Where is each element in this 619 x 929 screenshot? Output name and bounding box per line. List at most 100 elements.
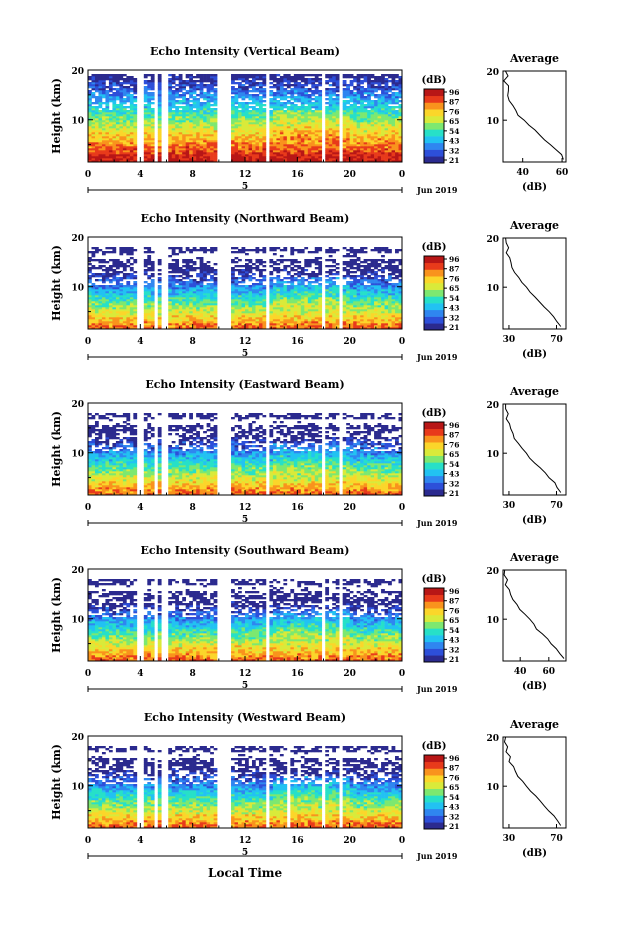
colorbar-swatch xyxy=(424,469,444,477)
profile-x-label: (dB) xyxy=(522,848,547,859)
colorbar-swatch xyxy=(424,621,444,629)
local-time-label: Local Time xyxy=(208,866,283,880)
profile-x-tick-label: 40 xyxy=(516,168,529,178)
y-axis-label: Height (km) xyxy=(50,245,63,321)
x-tick-label: 4 xyxy=(137,669,143,679)
profile-line xyxy=(503,70,564,160)
y-axis-label: Height (km) xyxy=(50,744,63,820)
colorbar-tick-label: 96 xyxy=(449,587,459,596)
heatmap-field xyxy=(88,579,403,662)
colorbar-tick-label: 43 xyxy=(449,803,459,812)
y-tick-label: 10 xyxy=(71,783,84,793)
x-tick-label: 0 xyxy=(85,503,91,513)
profile-x-tick-label: 60 xyxy=(543,667,556,677)
x-tick-label: 16 xyxy=(291,337,304,347)
colorbar-swatch xyxy=(424,775,444,783)
y-tick-label: 10 xyxy=(71,284,84,294)
profile-y-tick-label: 10 xyxy=(486,117,499,127)
heatmap-field xyxy=(88,746,403,829)
colorbar-tick-label: 32 xyxy=(449,812,459,821)
x-tick-label: 16 xyxy=(291,669,304,679)
profile-line xyxy=(503,736,562,826)
colorbar-frame xyxy=(423,421,445,497)
colorbar-swatch xyxy=(424,808,444,816)
chart-panel-4: Echo Intensity (Westward Beam) 20 10 Height… xyxy=(50,711,567,861)
colorbar-tick-label: 65 xyxy=(449,783,459,792)
x-tick-label: 0 xyxy=(399,337,405,347)
profile-y-tick-label: 20 xyxy=(486,68,499,78)
colorbar-tick-label: 87 xyxy=(449,431,459,440)
colorbar-swatch xyxy=(424,262,444,270)
chart-panel-1: Echo Intensity (Northward Beam) 20 10 Heigh… xyxy=(50,212,567,362)
colorbar-swatch xyxy=(424,795,444,803)
colorbar-tick-label: 43 xyxy=(449,470,459,479)
x-tick-label: 20 xyxy=(343,503,356,513)
colorbar-swatch xyxy=(424,608,444,616)
panel-title: Echo Intensity (Southward Beam) xyxy=(141,544,350,557)
colorbar-tick-label: 21 xyxy=(449,323,459,332)
colorbar-swatch xyxy=(424,802,444,810)
profile-frame xyxy=(502,569,567,662)
x-tick-label: 0 xyxy=(399,170,405,180)
colorbar-swatch xyxy=(424,296,444,304)
profile-y-tick-label: 20 xyxy=(486,235,499,245)
colorbar-tick-label: 65 xyxy=(449,284,459,293)
colorbar-swatch xyxy=(424,755,444,763)
x-tick-label: 8 xyxy=(190,503,196,513)
profile-x-tick-label: 30 xyxy=(503,335,516,345)
x-tick-label: 16 xyxy=(291,503,304,513)
x-tick-label: 0 xyxy=(399,669,405,679)
chart-panel-2: Echo Intensity (Eastward Beam) 20 10 Height… xyxy=(50,378,567,528)
profile-y-tick-label: 20 xyxy=(486,401,499,411)
profile-line xyxy=(503,569,565,659)
colorbar-swatch xyxy=(424,156,444,164)
colorbar-swatch xyxy=(424,489,444,497)
profile-title: Average xyxy=(509,219,559,232)
heatmap-field xyxy=(88,247,403,330)
colorbar-swatch xyxy=(424,601,444,609)
colorbar-tick-label: 32 xyxy=(449,313,459,322)
colorbar-swatch xyxy=(424,102,444,110)
y-tick-label: 20 xyxy=(71,67,84,77)
colorbar-tick-label: 76 xyxy=(449,274,459,283)
colorbar-tick-label: 87 xyxy=(449,764,459,773)
colorbar-swatch xyxy=(424,435,444,443)
colorbar-swatch xyxy=(424,276,444,284)
profile-x-tick-label: 40 xyxy=(514,667,527,677)
profile-title: Average xyxy=(509,551,559,564)
x-tick-label: 0 xyxy=(399,836,405,846)
colorbar-swatch xyxy=(424,761,444,769)
x-tick-label: 12 xyxy=(239,669,252,679)
colorbar-tick-label: 87 xyxy=(449,265,459,274)
x-tick-label: 4 xyxy=(137,170,143,180)
colorbar-swatch xyxy=(424,448,444,456)
colorbar-tick-label: 21 xyxy=(449,156,459,165)
colorbar-tick-label: 43 xyxy=(449,137,459,146)
x-tick-label: 0 xyxy=(85,669,91,679)
colorbar-tick-label: 21 xyxy=(449,489,459,498)
colorbar-tick-label: 54 xyxy=(449,460,459,469)
y-tick-label: 10 xyxy=(71,117,84,127)
colorbar-swatch xyxy=(424,149,444,157)
colorbar-tick-label: 87 xyxy=(449,98,459,107)
x-tick-label: 4 xyxy=(137,503,143,513)
x-tick-label: 8 xyxy=(190,669,196,679)
colorbar-swatch xyxy=(424,635,444,643)
colorbar-tick-label: 54 xyxy=(449,793,459,802)
colorbar-tick-label: 32 xyxy=(449,645,459,654)
colorbar-swatch xyxy=(424,462,444,470)
colorbar-swatch xyxy=(424,594,444,602)
x-tick-label: 0 xyxy=(85,337,91,347)
profile-title: Average xyxy=(509,385,559,398)
profile-line xyxy=(505,237,562,327)
colorbar-swatch xyxy=(424,109,444,117)
profile-x-label: (dB) xyxy=(522,681,547,692)
y-axis-label: Height (km) xyxy=(50,411,63,487)
x-tick-label: 20 xyxy=(343,836,356,846)
profile-frame xyxy=(502,237,567,330)
colorbar-swatch xyxy=(424,648,444,656)
panel-title: Echo Intensity (Vertical Beam) xyxy=(150,45,340,58)
profile-y-tick-label: 20 xyxy=(486,734,499,744)
x-tick-label: 4 xyxy=(137,337,143,347)
colorbar-tick-label: 96 xyxy=(449,421,459,430)
